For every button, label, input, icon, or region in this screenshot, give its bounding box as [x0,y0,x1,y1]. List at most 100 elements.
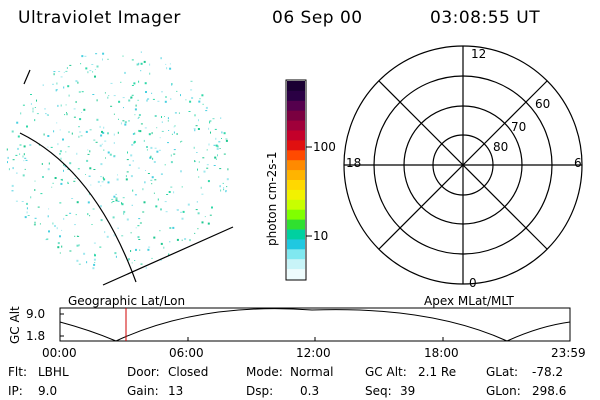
colorbar-segment [287,219,305,230]
uv-speckle [80,135,83,137]
uv-speckle [102,176,104,179]
uv-speckle [130,250,132,252]
uv-speckle [121,235,124,237]
uv-speckle [132,160,134,162]
uv-speckle [78,126,80,128]
uv-speckle [196,152,198,153]
uv-speckle [197,128,200,130]
uv-speckle [69,64,72,66]
uv-speckle [93,242,96,244]
uv-speckle [135,227,137,229]
uv-speckle [59,150,62,153]
gain-value: 13 [168,384,184,398]
lat-label-70: 70 [511,120,527,134]
uv-speckle [145,170,146,171]
colorbar [285,79,312,281]
uv-speckle [65,70,68,72]
uv-speckle [74,235,76,237]
polar-plot [343,45,583,285]
uv-speckle [109,153,112,156]
uv-speckle [135,248,137,251]
uv-speckle [84,55,87,57]
uv-speckle [143,60,146,63]
uv-speckle [106,235,109,238]
uv-speckle [88,193,90,196]
date-label: 06 Sep 00 [272,8,363,28]
uv-speckle [140,62,143,65]
uv-speckle [194,129,196,132]
uv-speckle [160,57,162,60]
uv-speckle [222,182,224,184]
mlt-label-6: 6 [574,156,582,170]
uv-speckle [171,133,173,135]
uv-speckle [221,131,223,134]
uv-speckle [176,133,178,135]
uv-speckle [200,186,202,189]
uv-speckle [138,80,140,83]
glat-value: -78.2 [532,365,564,379]
uv-speckle [140,70,142,72]
xtick-label-1800: 18:00 [424,346,459,360]
uv-speckle [187,203,190,206]
uv-speckle [73,116,76,118]
colorbar-segment [287,130,305,141]
uv-speckle [126,218,129,221]
uv-speckle [133,140,136,143]
uv-speckle [165,211,168,213]
uv-speckle [59,235,61,238]
uv-speckle [94,75,96,78]
uv-speckle [83,108,86,111]
uv-speckle [204,216,206,218]
uv-speckle [68,131,70,133]
uv-speckle [74,178,76,179]
uv-speckle [124,71,126,74]
uv-speckle [209,120,212,122]
uv-speckle [214,156,217,159]
uv-speckle [100,176,103,178]
uv-speckle [78,263,81,265]
uv-speckle [138,129,140,132]
uv-speckle [64,166,67,168]
uv-speckle [123,212,125,215]
uv-speckle [89,129,92,131]
uv-speckle [171,83,173,86]
uv-speckle [7,156,9,159]
uv-speckle [113,195,116,198]
uv-speckle [22,155,24,158]
uv-speckle [77,168,80,170]
glat-label: GLat: [486,365,519,379]
uv-speckle [134,260,136,261]
uv-speckle [151,257,153,259]
uv-speckle [157,100,160,102]
colorbar-segment [287,199,305,211]
uv-speckle [174,125,176,127]
uv-speckle [75,80,78,83]
uv-speckle [226,186,228,188]
uv-speckle [170,98,172,100]
uv-speckle [91,224,93,225]
uv-speckle [165,63,167,65]
uv-speckle [174,112,177,114]
uv-speckle [54,225,56,227]
colorbar-segment [287,269,305,280]
uv-speckle [40,193,43,195]
uv-speckle [12,159,15,161]
uv-speckle [218,141,221,143]
dsp-value: 0.3 [300,384,320,398]
uv-speckle [191,97,194,99]
uv-speckle [34,221,36,224]
uv-speckle [107,132,109,135]
uv-speckle [154,115,157,117]
uv-speckle [153,236,156,239]
uv-speckle [173,153,176,155]
colorbar-segment [287,100,305,112]
uv-speckle [90,184,92,186]
mlt-label-0: 0 [469,276,477,290]
uv-speckle [100,205,102,208]
mlt-label-18: 18 [346,156,362,170]
flt-value: LBHL [38,365,69,379]
uv-speckle [16,121,19,124]
uv-speckle [164,100,167,103]
uv-speckle [85,67,88,70]
uv-speckle [55,89,58,91]
